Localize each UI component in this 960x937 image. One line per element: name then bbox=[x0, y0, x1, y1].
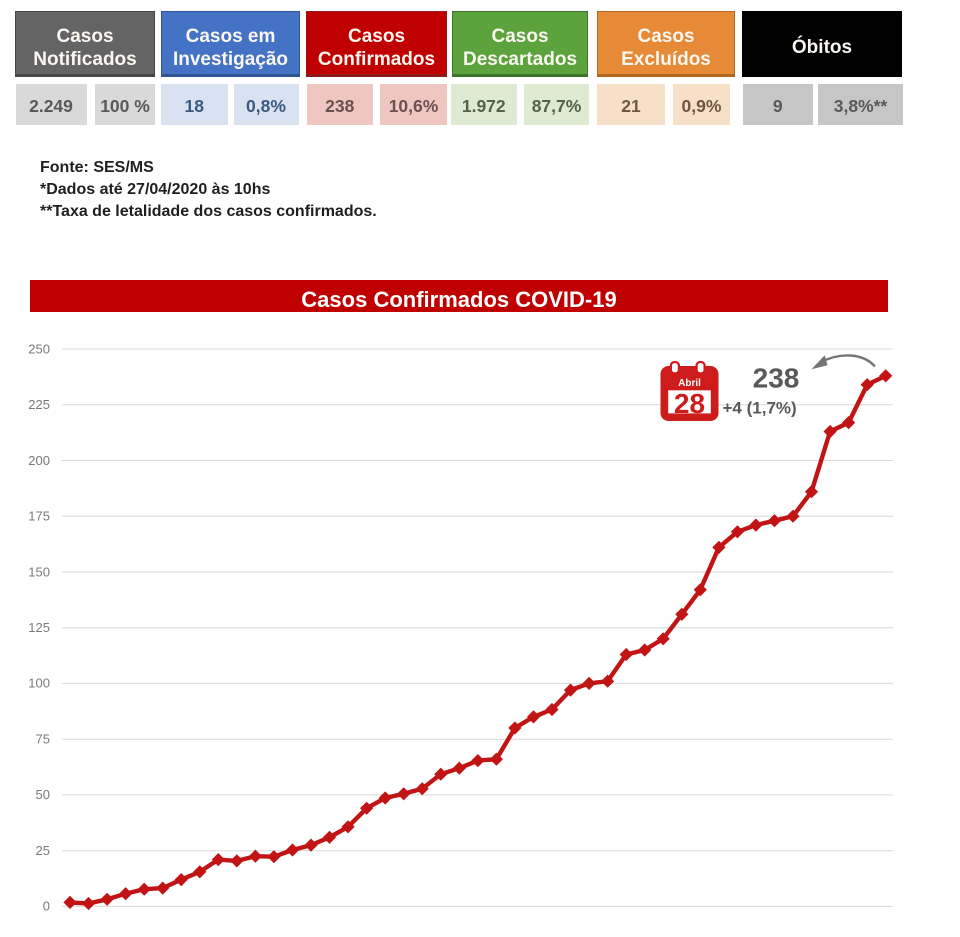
svg-text:75: 75 bbox=[36, 732, 50, 747]
svg-text:150: 150 bbox=[28, 564, 50, 579]
svg-text:100: 100 bbox=[28, 676, 50, 691]
svg-text:25: 25 bbox=[36, 843, 50, 858]
svg-text:175: 175 bbox=[28, 509, 50, 524]
svg-text:200: 200 bbox=[28, 453, 50, 468]
svg-text:Abril: Abril bbox=[678, 378, 701, 389]
svg-text:0: 0 bbox=[43, 899, 50, 914]
svg-text:+4 (1,7%): +4 (1,7%) bbox=[723, 399, 797, 418]
svg-text:225: 225 bbox=[28, 397, 50, 412]
svg-text:28: 28 bbox=[674, 388, 705, 419]
svg-text:50: 50 bbox=[36, 787, 50, 802]
svg-text:250: 250 bbox=[28, 341, 50, 356]
svg-text:125: 125 bbox=[28, 620, 50, 635]
svg-text:238: 238 bbox=[753, 363, 800, 394]
